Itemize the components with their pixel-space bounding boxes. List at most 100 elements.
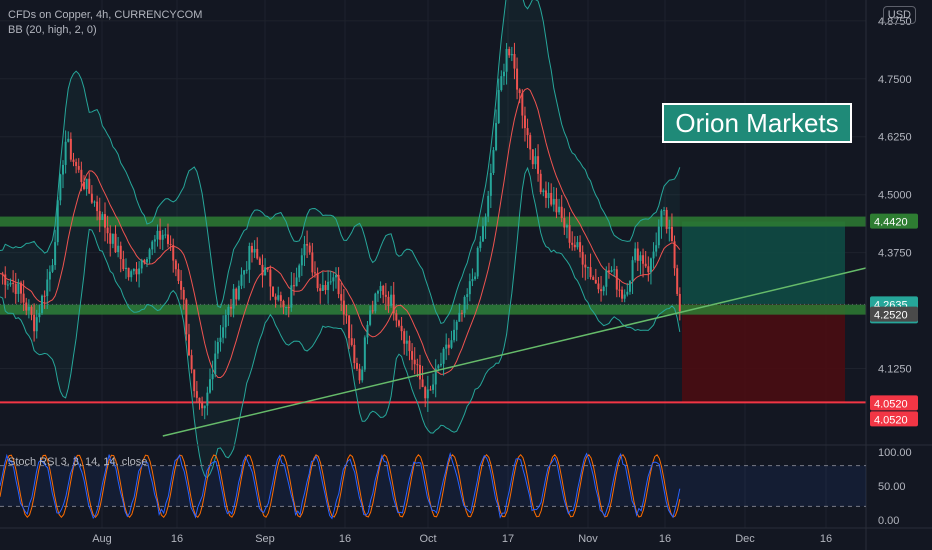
candle-body [589,267,592,278]
candle-body [219,337,222,343]
candle-body [169,243,172,245]
candle-body [182,289,185,300]
candle-body [64,141,67,165]
candle-body [552,198,555,205]
candle-body [395,313,398,321]
candle-body [447,344,450,348]
candle-body [565,225,568,228]
candle-body [329,281,332,283]
candle-body [458,312,461,322]
candle-body [311,252,314,273]
candle-body [114,233,117,253]
candle-body [274,296,277,300]
candle-body [489,172,492,196]
bollinger-legend[interactable]: BB (20, high, 2, 0) [8,24,97,36]
candle-body [416,364,419,366]
candle-body [148,249,151,260]
candle-body [655,245,658,252]
candle-body [321,285,324,291]
y-tick-label: 4.3750 [878,248,912,260]
horizontal-zone[interactable] [0,216,866,227]
candle-body [571,242,574,245]
candle-body [93,201,96,203]
candle-body [474,276,477,280]
candle-body [153,239,156,242]
candle-body [657,226,660,246]
candle-body [67,138,70,142]
bollinger-band-fill [0,0,680,478]
candle-body [85,178,88,189]
candle-body [379,285,382,292]
candle-body [673,241,676,269]
candle-body [521,93,524,116]
candle-body [164,234,167,236]
oscillator-legend[interactable]: Stoch RSI 3, 3, 14, 14, close [8,456,148,468]
candle-body [159,230,162,240]
candle-body [649,258,652,273]
candle-body [235,288,238,300]
candle-body [460,312,463,314]
candle-body [334,274,337,278]
candle-body [19,282,22,294]
currency-button[interactable]: USD [882,6,916,24]
candle-body [106,227,109,234]
candle-body [214,353,217,375]
candle-body [413,359,416,365]
candle-body [636,248,639,261]
candle-body [109,233,112,244]
x-tick-label: Nov [578,533,598,545]
stoch-band [0,465,866,507]
candle-body [418,364,421,380]
candle-body [405,340,408,344]
candle-body [313,272,316,274]
stop-loss-box[interactable] [682,304,845,403]
candle-body [400,325,403,332]
y-tick-label: 4.7500 [878,74,912,86]
x-tick-label: 16 [339,533,351,545]
candle-body [161,234,164,240]
candle-body [269,269,272,287]
candle-body [271,286,274,297]
candle-body [245,269,248,271]
candle-body [237,285,240,300]
candle-body [531,149,534,165]
candle-body [508,48,511,56]
candle-body [174,260,177,270]
candle-body [678,293,681,312]
candle-body [363,337,366,370]
ascending-trendline[interactable] [162,267,867,437]
profit-target-box[interactable] [682,221,845,305]
candle-body [285,306,288,308]
horizontal-zone[interactable] [0,304,866,315]
candle-body [190,355,193,370]
y-tick-label: 4.1250 [878,364,912,376]
candle-body [576,242,579,248]
candle-body [453,329,456,341]
candle-body [468,281,471,295]
candle-body [124,267,127,270]
candle-body [303,244,306,256]
osc-y-tick-label: 0.00 [878,515,899,527]
osc-y-tick-label: 100.00 [878,447,912,459]
candle-body [610,270,613,272]
candle-body [140,260,143,269]
candle-body [77,166,80,170]
candle-body [138,268,141,275]
candle-body [340,294,343,301]
candle-body [550,192,553,205]
y-tick-label: 4.8750 [878,16,912,28]
candle-body [369,310,372,325]
candle-body [180,280,183,290]
candle-body [203,405,206,409]
price-label-support-2 [870,411,918,427]
y-tick-label: 4.5000 [878,190,912,202]
candle-body [618,289,621,291]
candle-body [193,369,196,392]
candle-body [345,314,348,316]
candle-body [421,379,424,388]
candle-body [82,181,85,189]
symbol-title[interactable]: CFDs on Copper, 4h, CURRENCYCOM [8,9,203,21]
candle-body [261,264,264,276]
osc-y-tick-label: 50.00 [878,481,906,493]
